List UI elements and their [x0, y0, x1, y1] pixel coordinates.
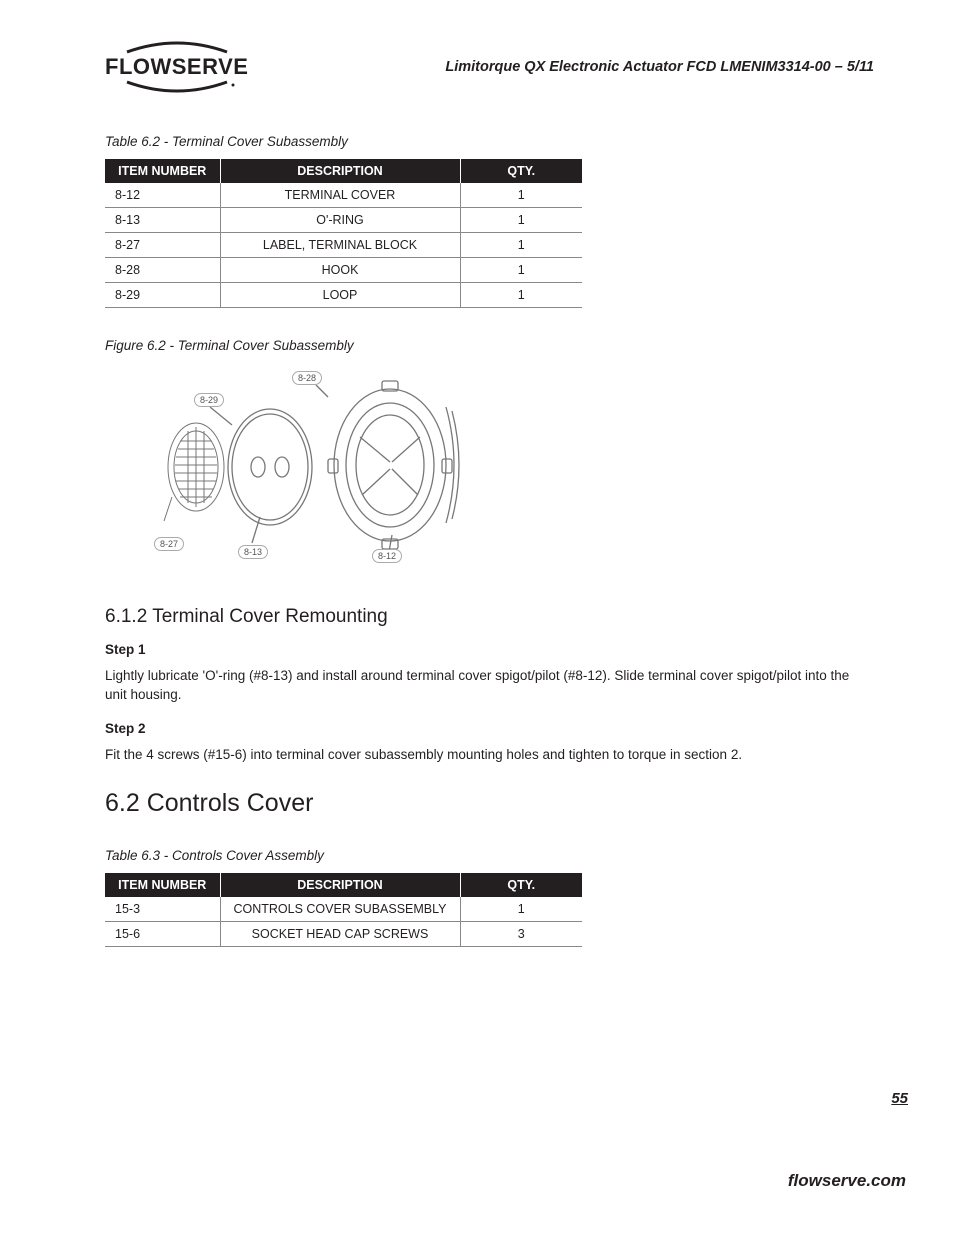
figure-6-2-caption: Figure 6.2 - Terminal Cover Subassembly	[105, 338, 874, 353]
table-row: 15-6SOCKET HEAD CAP SCREWS3	[105, 921, 582, 946]
document-title: Limitorque QX Electronic Actuator FCD LM…	[445, 59, 874, 75]
table-6-2: ITEM NUMBER DESCRIPTION QTY. 8-12TERMINA…	[105, 159, 582, 308]
table-row: 8-29LOOP1	[105, 283, 582, 308]
heading-6-2: 6.2 Controls Cover	[105, 789, 874, 818]
footer-url: flowserve.com	[788, 1171, 906, 1191]
th-qty: QTY.	[460, 873, 582, 897]
page-header: FLOWSERVE Limitorque QX Electronic Actua…	[105, 40, 874, 94]
brand-name: FLOWSERVE	[105, 54, 248, 80]
figure-6-2: 8-28 8-29 8-27 8-13 8-12	[160, 367, 470, 572]
step-2-label: Step 2	[105, 721, 874, 736]
logo-arc-bottom-icon	[107, 80, 247, 94]
callout-8-29: 8-29	[194, 393, 224, 407]
table-6-3-caption: Table 6.3 - Controls Cover Assembly	[105, 848, 874, 863]
table-row: 8-28HOOK1	[105, 258, 582, 283]
logo-arc-top-icon	[107, 40, 247, 54]
page-number: 55	[891, 1090, 908, 1107]
callout-8-28: 8-28	[292, 371, 322, 385]
callout-8-27: 8-27	[154, 537, 184, 551]
table-6-3: ITEM NUMBER DESCRIPTION QTY. 15-3CONTROL…	[105, 873, 582, 947]
th-item: ITEM NUMBER	[105, 159, 220, 183]
step-1-text: Lightly lubricate 'O'-ring (#8-13) and i…	[105, 667, 874, 705]
table-row: 8-12TERMINAL COVER1	[105, 183, 582, 208]
step-2-text: Fit the 4 screws (#15-6) into terminal c…	[105, 746, 874, 765]
heading-6-1-2: 6.1.2 Terminal Cover Remounting	[105, 606, 874, 628]
th-item: ITEM NUMBER	[105, 873, 220, 897]
step-1-label: Step 1	[105, 642, 874, 657]
table-6-2-caption: Table 6.2 - Terminal Cover Subassembly	[105, 134, 874, 149]
table-row: 8-27LABEL, TERMINAL BLOCK1	[105, 233, 582, 258]
th-qty: QTY.	[460, 159, 582, 183]
table-row: 15-3CONTROLS COVER SUBASSEMBLY1	[105, 897, 582, 922]
callout-8-12: 8-12	[372, 549, 402, 563]
th-desc: DESCRIPTION	[220, 873, 460, 897]
callout-8-13: 8-13	[238, 545, 268, 559]
th-desc: DESCRIPTION	[220, 159, 460, 183]
table-row: 8-13O'-RING1	[105, 208, 582, 233]
brand-logo: FLOWSERVE	[105, 40, 248, 94]
